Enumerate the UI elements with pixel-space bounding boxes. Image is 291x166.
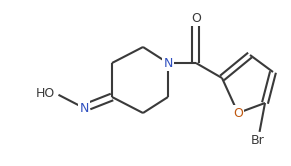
Text: Br: Br [251, 133, 265, 147]
Text: N: N [79, 101, 89, 115]
Text: O: O [191, 11, 201, 25]
Text: HO: HO [36, 86, 55, 99]
Text: O: O [233, 107, 243, 120]
Text: N: N [163, 56, 173, 70]
